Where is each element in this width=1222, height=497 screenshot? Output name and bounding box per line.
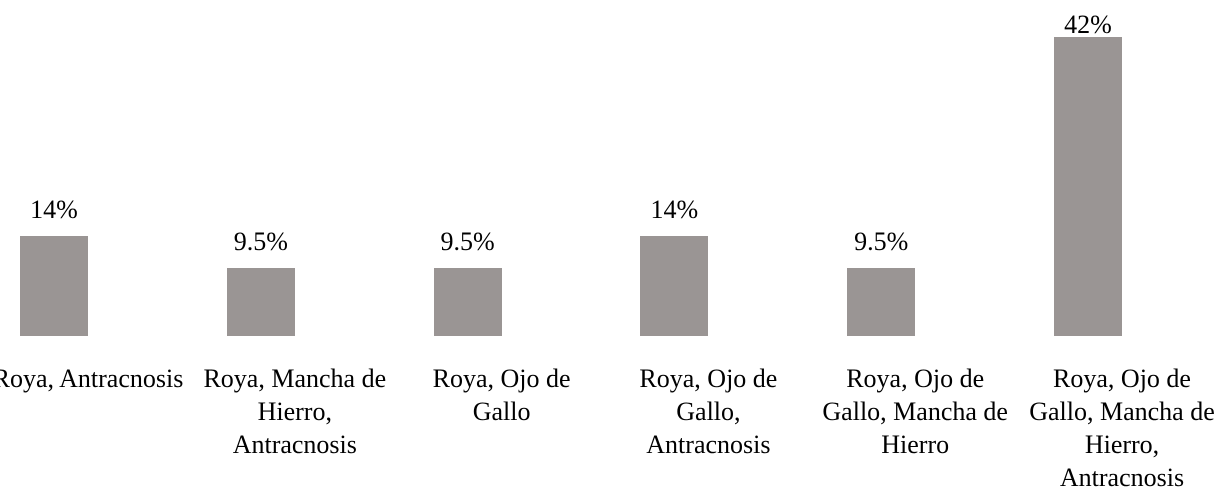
bar bbox=[640, 236, 709, 336]
bar bbox=[20, 236, 88, 336]
value-label: 9.5% bbox=[233, 227, 288, 257]
category-label: Roya, Ojo de Gallo, Mancha de Hierro bbox=[822, 364, 1008, 459]
category-label: Roya, Ojo de Gallo bbox=[432, 364, 571, 426]
category-label: Roya, Antracnosis bbox=[0, 364, 184, 393]
bar bbox=[226, 268, 295, 336]
value-label: 9.5% bbox=[440, 227, 495, 257]
bar bbox=[847, 268, 916, 336]
category-label: Roya, Mancha de Hierro, Antracnosis bbox=[203, 364, 387, 459]
value-label: 9.5% bbox=[854, 227, 909, 257]
value-label: 14% bbox=[650, 195, 699, 225]
value-label: 14% bbox=[30, 195, 78, 225]
category-label: Roya, Ojo de Gallo, Antracnosis bbox=[639, 364, 778, 459]
value-label: 42% bbox=[1064, 10, 1112, 39]
bar bbox=[433, 268, 502, 336]
category-label: Roya, Ojo de Gallo, Mancha de Hierro, An… bbox=[1029, 364, 1215, 492]
bar bbox=[1054, 37, 1122, 336]
